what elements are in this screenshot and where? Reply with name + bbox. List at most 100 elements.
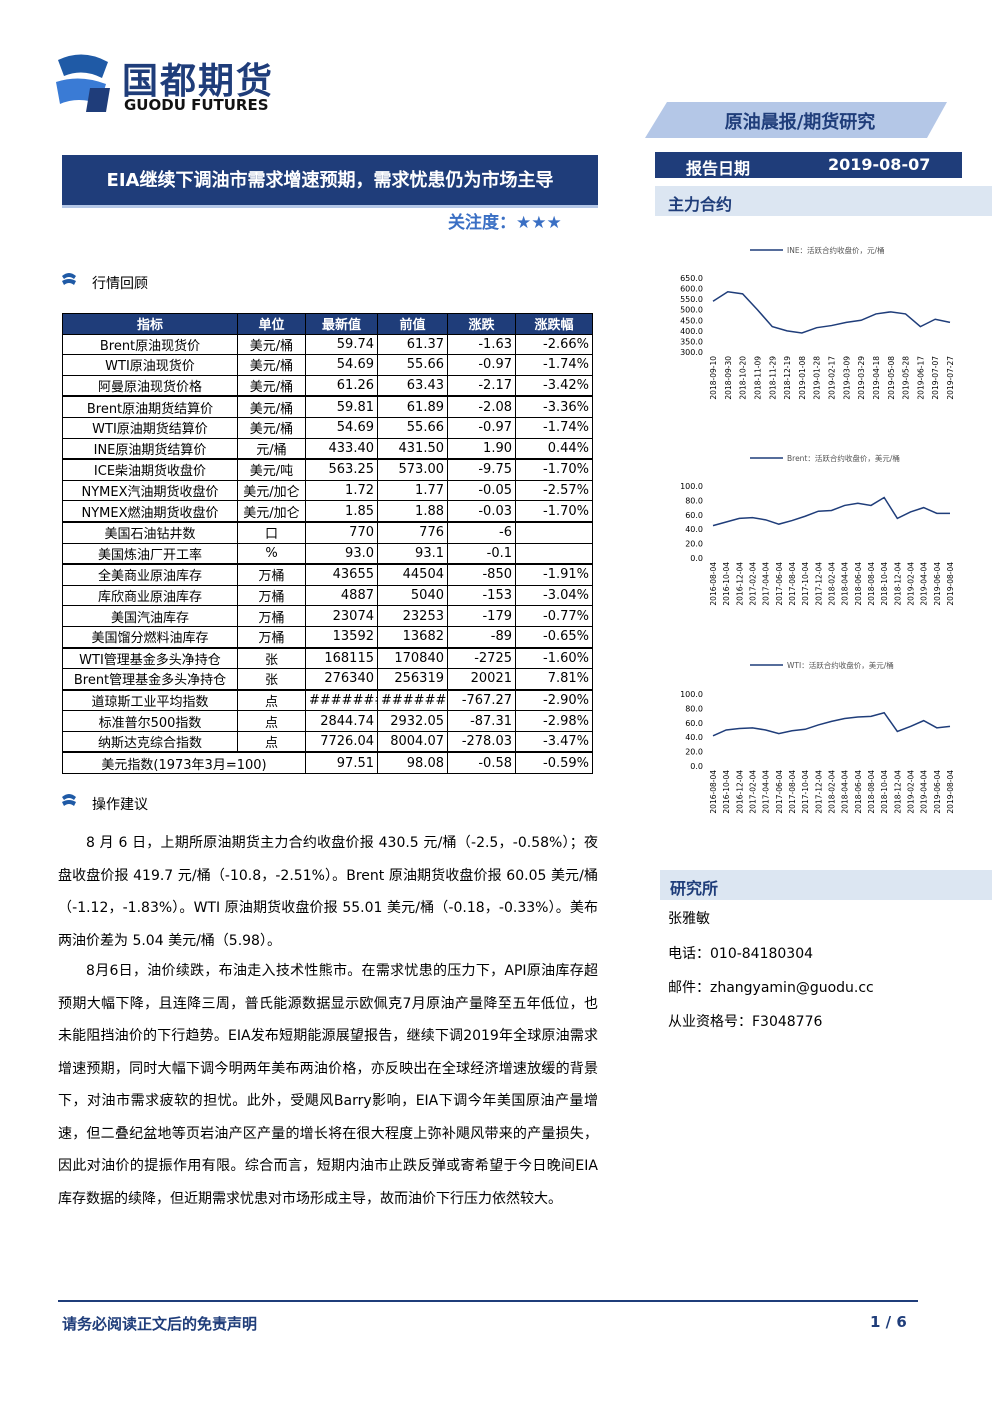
x-tick-label: 2016-12-04	[735, 770, 744, 814]
x-tick-label: 2017-08-04	[788, 770, 797, 814]
x-tick-label: 2018-02-04	[828, 770, 837, 814]
table-cell: 点	[237, 730, 306, 753]
table-cell: 7.81%	[515, 668, 593, 691]
table-cell: 13682	[377, 625, 448, 649]
table-cell: -0.05	[447, 479, 516, 502]
advice-heading: 操作建议	[92, 797, 148, 813]
table-cell: 张	[237, 668, 306, 691]
y-tick-label: 350.0	[680, 337, 703, 346]
table-cell: 库欣商业原油库存	[62, 584, 238, 607]
table-cell: 61.26	[305, 374, 378, 397]
x-tick-label: 2016-08-04	[709, 770, 718, 814]
table-cell: -2725	[447, 646, 516, 670]
header-cell: 前值	[377, 313, 448, 335]
table-cell: 口	[237, 520, 306, 544]
y-tick-label: 500.0	[680, 306, 703, 315]
legend-label: INE：活跃合约收盘价，元/桶	[787, 245, 885, 255]
x-tick-label: 2018-06-04	[854, 562, 863, 606]
table-cell: -0.03	[447, 500, 516, 523]
table-cell: 阿曼原油现货价格	[62, 374, 238, 397]
table-cell: -0.58	[447, 751, 516, 775]
table-cell: -0.97	[447, 354, 516, 376]
table-cell: 美元/桶	[237, 354, 306, 376]
table-row: Brent原油期货结算价 美元/桶 59.81 61.89 -2.08 -3.36%	[62, 395, 593, 418]
table-body: Brent原油现货价 美元/桶 59.74 61.37 -1.63 -2.66% WTI原油…	[62, 333, 593, 775]
table-cell: ########	[305, 688, 378, 712]
paragraph: 8月6日，油价续跌，布油走入技术性熊市。在需求忧患的压力下，API原油库存超预期…	[58, 963, 598, 1207]
section-icon	[62, 273, 76, 285]
y-tick-label: 450.0	[680, 316, 703, 325]
table-cell: 54.69	[305, 416, 378, 439]
table-cell: -9.75	[447, 458, 516, 481]
x-tick-label: 2017-08-04	[788, 562, 797, 606]
table-row: WTI管理基金多头净持仓张 168115 170840 -2725 -1.60%	[62, 646, 593, 670]
header-cell: 单位	[237, 313, 306, 335]
x-tick-label: 2018-12-04	[893, 562, 902, 606]
table-cell: 美国汽油库存	[62, 605, 238, 627]
y-tick-label: 40.0	[685, 525, 703, 534]
table-cell: Brent原油现货价	[62, 333, 238, 356]
x-tick-label: 2018-11-09	[753, 356, 762, 400]
table-cell	[515, 542, 593, 565]
x-tick-label: 2016-08-04	[709, 562, 718, 606]
table-cell: 4887	[305, 584, 378, 607]
table-cell: 1.90	[447, 437, 516, 460]
table-cell: 1.88	[377, 500, 448, 523]
table-cell: 美元/吨	[237, 458, 306, 481]
y-tick-label: 20.0	[685, 748, 703, 757]
table-cell: 1.72	[305, 479, 378, 502]
table-cell: -153	[447, 584, 516, 607]
attention-label: 关注度：	[448, 213, 516, 233]
x-tick-label: 2019-05-28	[902, 356, 911, 400]
table-cell: -2.08	[447, 395, 516, 418]
table-cell: 256319	[377, 668, 448, 691]
table-cell: 0.44%	[515, 437, 593, 460]
table-cell: 标准普尔500指数	[62, 710, 238, 732]
x-tick-label: 2018-10-04	[880, 770, 889, 814]
table-cell: 776	[377, 520, 448, 544]
x-tick-label: 2018-09-30	[724, 356, 733, 400]
table-cell: 168115	[305, 646, 378, 670]
table-cell: 61.37	[377, 333, 448, 356]
y-tick-label: 0.0	[690, 762, 703, 771]
table-cell: Brent原油期货结算价	[62, 395, 238, 418]
banner-shape	[645, 102, 947, 138]
table-cell: -1.70%	[515, 458, 593, 481]
table-row: 全美商业原油库存 万桶 43655 44504 -850 -1.91%	[62, 563, 593, 586]
y-tick-label: 100.0	[680, 690, 703, 699]
x-tick-label: 2018-10-04	[880, 562, 889, 606]
x-tick-label: 2018-08-04	[867, 770, 876, 814]
table-cell: 美元指数(1973年3月=100)	[62, 751, 306, 775]
table-cell: -1.91%	[515, 563, 593, 586]
table-row: NYMEX汽油期货收盘价 美元/加仑 1.72 1.77 -0.05 -2.57%	[62, 479, 593, 502]
date-label: 报告日期	[686, 159, 751, 178]
table-row: 美元指数(1973年3月=100) 97.51 98.08 -0.58 -0.59%	[62, 751, 593, 775]
table-cell: -2.90%	[515, 688, 593, 712]
data-table: 指标 单位 最新值 前值 涨跌 涨跌幅 Brent原油现货价 美元/桶 59.74 61.37-…	[62, 313, 593, 775]
table-cell: -6	[447, 520, 516, 544]
analyst-name: 张雅敏	[668, 911, 710, 927]
x-tick-label: 2018-08-04	[867, 562, 876, 606]
x-tick-label: 2019-01-08	[798, 356, 807, 400]
y-tick-label: 100.0	[680, 482, 703, 491]
research-heading: 研究所	[670, 879, 719, 898]
x-tick-label: 2018-04-04	[841, 562, 850, 606]
x-tick-label: 2019-08-04	[946, 770, 955, 814]
table-cell: 2844.74	[305, 710, 378, 732]
table-cell: -0.77%	[515, 605, 593, 627]
table-cell: -1.63	[447, 333, 516, 356]
x-tick-label: 2019-06-04	[933, 562, 942, 606]
date-bar	[655, 152, 962, 178]
x-tick-label: 2019-07-07	[931, 356, 940, 400]
logo-mark	[56, 54, 110, 112]
table-cell: -179	[447, 605, 516, 627]
table-cell: -87.31	[447, 710, 516, 732]
logo-en: GUODU FUTURES	[124, 96, 269, 114]
table-cell: 23253	[377, 605, 448, 627]
table-cell: WTI管理基金多头净持仓	[62, 646, 238, 670]
x-tick-label: 2018-04-04	[841, 770, 850, 814]
x-tick-label: 2019-03-29	[857, 356, 866, 400]
table-cell: -89	[447, 625, 516, 649]
table-cell: -3.47%	[515, 730, 593, 753]
x-tick-label: 2019-02-04	[907, 770, 916, 814]
